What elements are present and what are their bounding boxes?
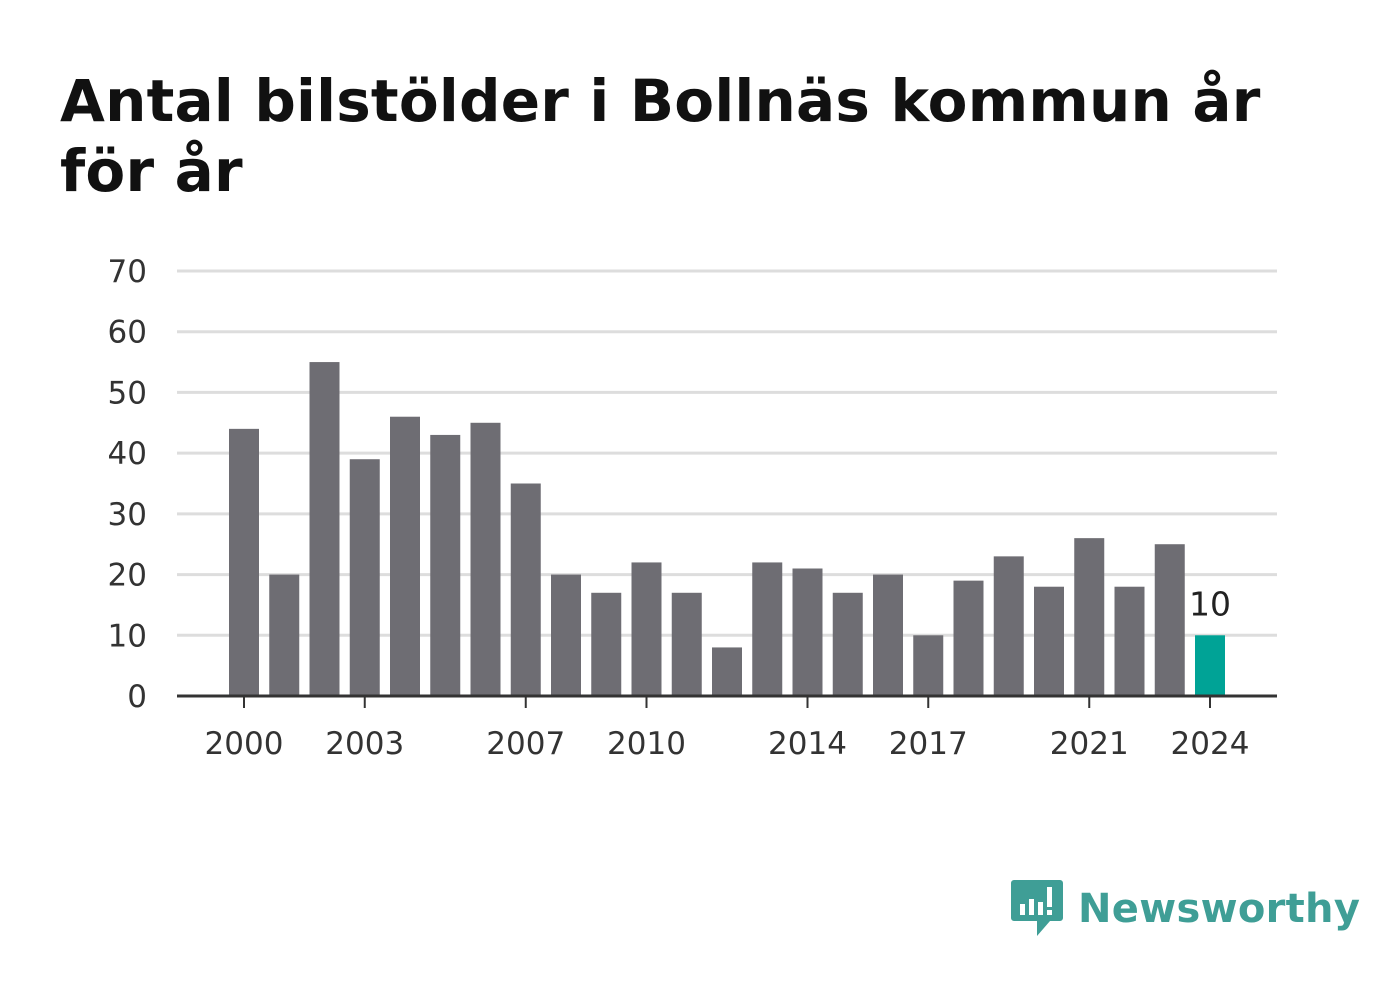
newsworthy-logo: Newsworthy: [1010, 878, 1360, 940]
bar-2000: [229, 428, 259, 696]
bar-2005: [430, 434, 461, 696]
bar-2007: [510, 483, 541, 696]
x-tick-label-2021: 2021: [1050, 726, 1129, 762]
bar-2002: [309, 362, 340, 696]
bar-2013: [752, 562, 783, 696]
y-tick-label-30: 30: [108, 497, 147, 533]
chart-title: Antal bilstölder i Bollnäs kommun år för…: [60, 67, 1261, 205]
y-tick-label-60: 60: [108, 315, 147, 351]
x-axis-ticks: [243, 696, 1211, 708]
annotations: 10: [1189, 584, 1231, 623]
bars: [229, 362, 1225, 696]
x-tick-label-2003: 2003: [325, 726, 404, 762]
bar-2021: [1074, 538, 1105, 696]
bar-2022: [1114, 586, 1145, 696]
bar-2006: [470, 422, 501, 696]
bar-2016: [873, 574, 903, 696]
bar-2014: [792, 568, 823, 696]
bar-2009: [591, 592, 622, 696]
y-tick-label-20: 20: [108, 558, 147, 594]
bar-2019: [993, 556, 1024, 696]
x-tick-label-2014: 2014: [768, 726, 847, 762]
y-tick-label-40: 40: [108, 436, 147, 472]
y-tick-label-10: 10: [108, 618, 147, 654]
bar-2023: [1154, 544, 1185, 696]
bar-2012: [712, 647, 742, 696]
gridlines: [177, 269, 1277, 637]
y-tick-label-70: 70: [108, 254, 147, 290]
highlight-value-label: 10: [1189, 584, 1231, 623]
bar-2010: [631, 562, 662, 696]
bar-2020: [1034, 586, 1064, 696]
bar-2003: [349, 459, 380, 696]
x-tick-label-2024: 2024: [1171, 726, 1250, 762]
bar-2011: [671, 592, 702, 696]
x-axis-labels: 2000 2003 2007 2010 2014 2017 2021 2024: [205, 726, 1250, 762]
y-tick-label-50: 50: [108, 375, 147, 411]
bar-2024: [1195, 635, 1225, 696]
bar-2004: [390, 416, 420, 696]
x-tick-label-2010: 2010: [607, 726, 686, 762]
x-tick-label-2000: 2000: [205, 726, 284, 762]
newsworthy-logo-icon: [1011, 880, 1063, 936]
y-axis-labels: 0 10 20 30 40 50 60 70: [108, 254, 147, 715]
bar-2018: [953, 580, 984, 696]
x-tick-label-2017: 2017: [889, 726, 968, 762]
x-tick-label-2007: 2007: [486, 726, 565, 762]
newsworthy-logo-text: Newsworthy: [1078, 886, 1361, 932]
bar-2001: [269, 574, 300, 696]
bar-2008: [551, 574, 581, 696]
bar-2017: [913, 635, 944, 696]
y-tick-label-0: 0: [127, 679, 147, 715]
bar-2015: [832, 592, 863, 696]
